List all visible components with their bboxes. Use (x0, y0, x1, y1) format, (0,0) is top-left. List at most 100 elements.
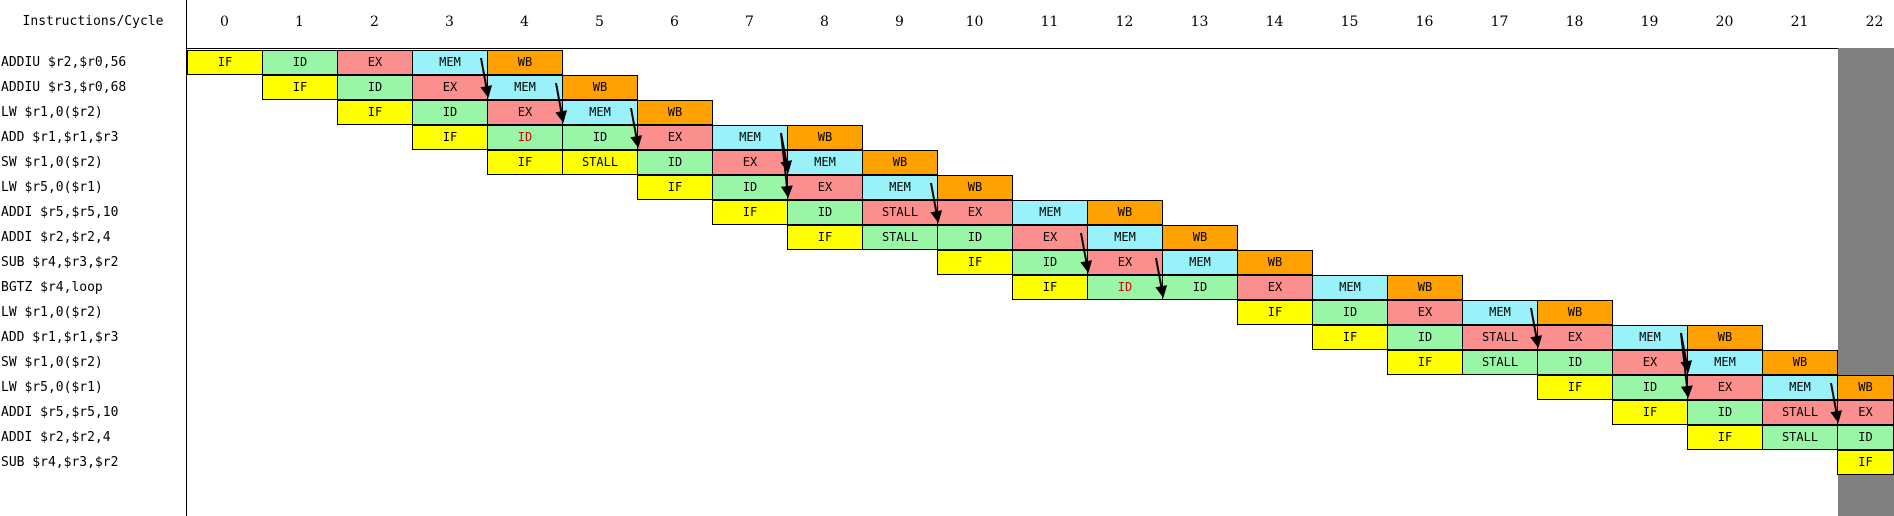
instruction-label: SUB $r4,$r3,$r2 (1, 255, 119, 270)
stage-mem-cell: MEM (1687, 350, 1763, 375)
stage-id-cell: ID (637, 150, 713, 175)
stage-ex-cell: EX (1612, 350, 1688, 375)
stage-if-cell: IF (637, 175, 713, 200)
stage-id-cell: ID (787, 200, 863, 225)
stage-if-cell: IF (262, 75, 338, 100)
stage-if-cell: IF (412, 125, 488, 150)
cycle-header-4: 4 (520, 14, 529, 30)
stage-id-cell: ID (1087, 275, 1163, 300)
stage-wb-cell: WB (787, 125, 863, 150)
stage-if-cell: IF (712, 200, 788, 225)
stage-id-cell: ID (337, 75, 413, 100)
stage-wb-cell: WB (487, 50, 563, 75)
cycle-header-10: 10 (965, 14, 984, 30)
instruction-label: ADDIU $r2,$r0,56 (1, 55, 127, 70)
stage-mem-cell: MEM (1012, 200, 1088, 225)
cycle-header-16: 16 (1415, 14, 1434, 30)
instruction-label: ADDI $r2,$r2,4 (1, 430, 111, 445)
cycle-header-18: 18 (1565, 14, 1584, 30)
instruction-label: LW $r1,0($r2) (1, 305, 103, 320)
stage-if-cell: IF (337, 100, 413, 125)
cycle-header-11: 11 (1040, 14, 1059, 30)
stage-mem-cell: MEM (412, 50, 488, 75)
stage-stall-cell: STALL (1762, 425, 1838, 450)
cycle-header-21: 21 (1790, 14, 1809, 30)
stage-if-cell: IF (1387, 350, 1463, 375)
stage-id-cell: ID (1612, 375, 1688, 400)
stage-if-cell: IF (1687, 425, 1763, 450)
stage-mem-cell: MEM (487, 75, 563, 100)
stage-ex-cell: EX (1387, 300, 1463, 325)
instruction-label: ADDI $r2,$r2,4 (1, 230, 111, 245)
instruction-label: ADD $r1,$r1,$r3 (1, 130, 119, 145)
instruction-label: ADD $r1,$r1,$r3 (1, 330, 119, 345)
stage-if-cell: IF (1612, 400, 1688, 425)
stage-id-cell: ID (1387, 325, 1463, 350)
stage-ex-cell: EX (1237, 275, 1313, 300)
stage-ex-cell: EX (1687, 375, 1763, 400)
stage-id-cell: ID (487, 125, 563, 150)
stage-if-cell: IF (1012, 275, 1088, 300)
cycle-header-5: 5 (595, 14, 604, 30)
stage-wb-cell: WB (562, 75, 638, 100)
cycle-header-20: 20 (1715, 14, 1734, 30)
stage-wb-cell: WB (1387, 275, 1463, 300)
stage-wb-cell: WB (1237, 250, 1313, 275)
instruction-label: ADDI $r5,$r5,10 (1, 405, 119, 420)
cycle-header-0: 0 (220, 14, 229, 30)
stage-id-cell: ID (1162, 275, 1238, 300)
stage-wb-cell: WB (1162, 225, 1238, 250)
stage-stall-cell: STALL (862, 200, 938, 225)
stage-mem-cell: MEM (787, 150, 863, 175)
stage-ex-cell: EX (937, 200, 1013, 225)
stage-wb-cell: WB (937, 175, 1013, 200)
stage-wb-cell: WB (862, 150, 938, 175)
instruction-label: LW $r5,0($r1) (1, 180, 103, 195)
stage-ex-cell: EX (787, 175, 863, 200)
cycle-header-9: 9 (895, 14, 904, 30)
cycle-header-7: 7 (745, 14, 754, 30)
instruction-label: SUB $r4,$r3,$r2 (1, 455, 119, 470)
cycle-header-22: 22 (1865, 14, 1884, 30)
stage-mem-cell: MEM (712, 125, 788, 150)
stage-wb-cell: WB (1087, 200, 1163, 225)
label-divider (186, 0, 187, 516)
stage-ex-cell: EX (1537, 325, 1613, 350)
stage-wb-cell: WB (1837, 375, 1894, 400)
stage-if-cell: IF (487, 150, 563, 175)
cycle-header-17: 17 (1490, 14, 1509, 30)
cycle-header-19: 19 (1640, 14, 1659, 30)
instruction-label: BGTZ $r4,loop (1, 280, 103, 295)
stage-wb-cell: WB (1762, 350, 1838, 375)
stage-id-cell: ID (1687, 400, 1763, 425)
stage-ex-cell: EX (637, 125, 713, 150)
stage-mem-cell: MEM (562, 100, 638, 125)
stage-mem-cell: MEM (862, 175, 938, 200)
stage-id-cell: ID (562, 125, 638, 150)
stage-if-cell: IF (1537, 375, 1613, 400)
header-divider (186, 48, 1894, 49)
stage-if-cell: IF (187, 50, 263, 75)
stage-id-cell: ID (262, 50, 338, 75)
instruction-label: SW $r1,0($r2) (1, 155, 103, 170)
stage-id-cell: ID (712, 175, 788, 200)
stage-ex-cell: EX (712, 150, 788, 175)
stage-ex-cell: EX (1012, 225, 1088, 250)
stage-ex-cell: EX (1087, 250, 1163, 275)
stage-id-cell: ID (1312, 300, 1388, 325)
instruction-label: SW $r1,0($r2) (1, 355, 103, 370)
stage-id-cell: ID (412, 100, 488, 125)
instruction-label: LW $r5,0($r1) (1, 380, 103, 395)
stage-id-cell: ID (1012, 250, 1088, 275)
cycle-header-8: 8 (820, 14, 829, 30)
stage-mem-cell: MEM (1462, 300, 1538, 325)
stage-if-cell: IF (787, 225, 863, 250)
cycle-header-12: 12 (1115, 14, 1134, 30)
stage-stall-cell: STALL (562, 150, 638, 175)
stage-stall-cell: STALL (1462, 325, 1538, 350)
stage-if-cell: IF (1837, 450, 1894, 475)
stage-stall-cell: STALL (862, 225, 938, 250)
stage-if-cell: IF (937, 250, 1013, 275)
cycle-header-6: 6 (670, 14, 679, 30)
